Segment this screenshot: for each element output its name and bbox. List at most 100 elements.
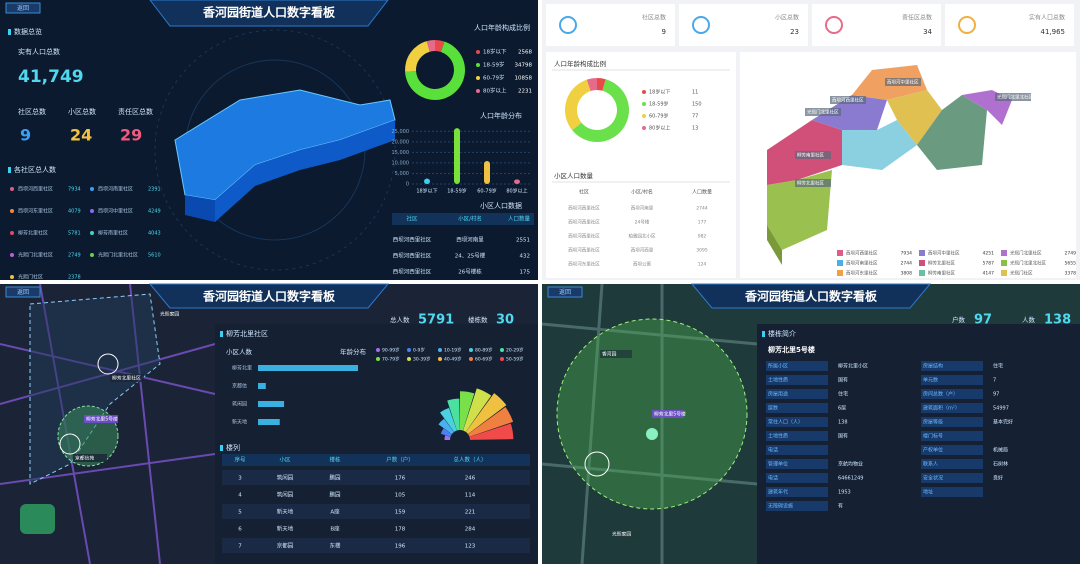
table-cell: 982 — [698, 234, 707, 240]
label: 西坝河东里社区 — [18, 208, 53, 215]
legend-value: 5787 — [983, 261, 995, 267]
map-label-bg — [600, 350, 632, 358]
label: 实有人口总数 — [18, 47, 60, 56]
info-key-bg — [766, 361, 828, 371]
legend-dot — [10, 253, 14, 257]
map-label-bg — [995, 93, 1031, 101]
legend-dot — [376, 357, 380, 361]
map-label: 光熙门北里社区 — [807, 109, 839, 116]
table-row-bg — [222, 504, 530, 519]
label: 光熙门社区 — [18, 274, 43, 281]
info-value: 良好 — [993, 475, 1003, 482]
table-cell: 筑闲园 — [277, 474, 294, 482]
y-tick-label: 20,000 — [392, 139, 410, 145]
card-label: 实有人口总数 — [1029, 14, 1065, 22]
table-cell: 鹏园 — [329, 474, 341, 482]
section-heading: 楼列 — [226, 443, 240, 452]
info-key: 常住人口（人） — [768, 419, 803, 426]
info-key: 楼门标号 — [923, 433, 943, 440]
heading-marker — [8, 167, 11, 173]
title-bar — [149, 0, 389, 27]
legend-label: 80-89岁 — [475, 347, 493, 354]
legend-dot — [90, 187, 94, 191]
table-cell: 4 — [238, 493, 242, 499]
donut-segment — [597, 78, 606, 91]
table-cell: 新天地 — [277, 525, 294, 533]
stat-value: 9 — [20, 126, 31, 145]
donut-segment — [435, 40, 445, 52]
item-value: 2378 — [68, 275, 81, 281]
table-cell: 175 — [520, 270, 531, 276]
info-key: 单元数 — [923, 377, 938, 384]
back-button-label: 返回 — [559, 289, 571, 296]
back-button[interactable] — [5, 2, 41, 14]
donut-segment — [572, 79, 629, 142]
stat-card — [945, 4, 1074, 46]
legend-label: 30-39岁 — [413, 356, 431, 363]
table-cell: 177 — [698, 220, 707, 226]
rose-sector — [444, 435, 451, 440]
info-key: 土地性质 — [768, 433, 788, 440]
info-value: 64661249 — [838, 476, 863, 482]
info-key: 地址 — [923, 489, 933, 496]
info-key: 产权单位 — [923, 447, 943, 454]
legend-value: 3808 — [901, 271, 913, 277]
table-cell: 西坝公寓 — [633, 261, 651, 268]
back-button[interactable] — [5, 286, 41, 298]
map-label: 香河园 — [602, 351, 617, 358]
table-header: 人口数量 — [692, 189, 712, 196]
info-value: 97 — [993, 392, 999, 398]
info-key: 房屋用途 — [768, 391, 788, 398]
page-title: 香河园街道人口数字看板 — [202, 5, 336, 20]
info-key-bg — [921, 417, 983, 427]
table-header: 户数（户） — [386, 456, 414, 464]
donut-segment — [586, 78, 597, 92]
info-key-bg — [766, 473, 828, 483]
table-header-bg — [222, 454, 530, 466]
legend-value: 5655 — [1065, 261, 1077, 267]
info-key-bg — [921, 389, 983, 399]
info-key-bg — [921, 459, 983, 469]
legend-label: 柳芳南里社区 — [928, 270, 955, 277]
heading-marker — [8, 29, 11, 35]
radar-ring — [154, 29, 396, 271]
table-cell: 26号楼栋 — [458, 268, 482, 276]
map-region — [767, 170, 832, 250]
legend-dot — [376, 348, 380, 352]
stat-value: 30 — [496, 313, 514, 328]
info-key-bg — [921, 361, 983, 371]
info-key-bg — [766, 403, 828, 413]
label: 西坝河西里社区 — [18, 186, 53, 193]
info-key: 电话 — [768, 475, 778, 482]
table-cell: 24号楼 — [635, 219, 650, 226]
legend-value: 7934 — [901, 251, 913, 257]
back-button[interactable] — [547, 286, 583, 298]
card-label: 小区总数 — [775, 14, 799, 22]
card-icon — [958, 16, 976, 34]
table-cell: 114 — [465, 493, 476, 499]
y-tick-label: 5,000 — [395, 171, 409, 177]
side-panel — [757, 324, 1080, 564]
legend-dot — [407, 357, 411, 361]
map-region — [842, 120, 917, 170]
rose-sector — [440, 407, 457, 432]
legend-dot — [642, 126, 646, 130]
donut-segment — [565, 79, 591, 131]
info-value: 6层 — [838, 406, 846, 412]
info-key: 建筑面积（m²） — [923, 405, 960, 412]
heading-marker — [220, 331, 223, 337]
card-label: 责任区总数 — [902, 14, 932, 22]
map-3d — [767, 65, 1012, 265]
table-cell: 5 — [238, 510, 242, 516]
info-value: 138 — [838, 420, 848, 426]
legend-label: 西坝河西里社区 — [846, 250, 878, 257]
info-key-bg — [921, 445, 983, 455]
legend-label: 10-19岁 — [444, 347, 462, 354]
marker — [97, 353, 119, 375]
info-key: 房间总数（户） — [923, 391, 958, 398]
map-label-bg — [110, 374, 144, 382]
info-value: 基本完好 — [993, 419, 1013, 426]
info-key-bg — [921, 403, 983, 413]
map-label: 光熙门北里北社区 — [997, 94, 1033, 101]
